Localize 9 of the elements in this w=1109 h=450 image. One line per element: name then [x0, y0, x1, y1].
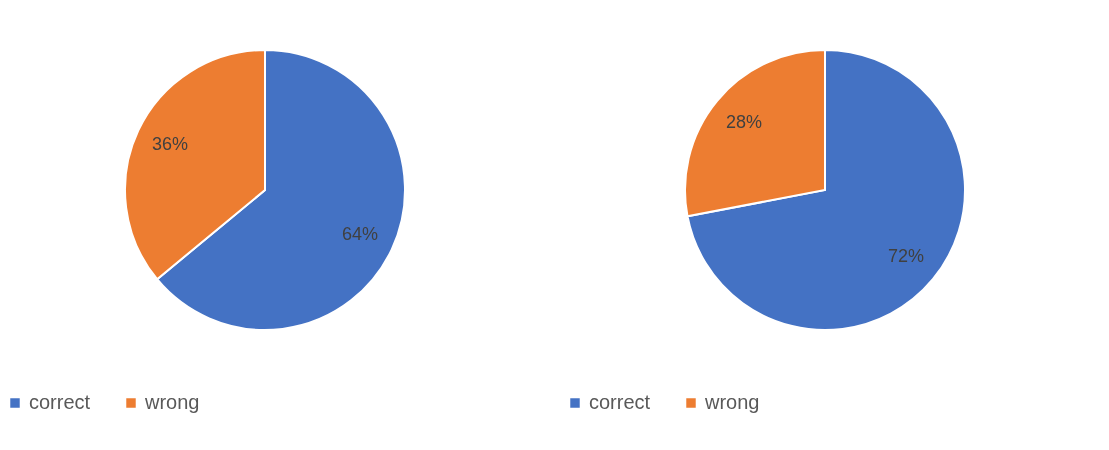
legend-label: wrong	[144, 391, 200, 413]
legend-label: wrong	[704, 391, 760, 413]
data-label: 28%	[726, 112, 763, 133]
data-label: 64%	[341, 223, 379, 244]
legend-label: correct	[29, 391, 91, 413]
data-label: 72%	[887, 245, 924, 266]
legend-label: correct	[589, 391, 651, 413]
data-label: 36%	[151, 134, 189, 155]
pie-slice	[686, 49, 966, 331]
